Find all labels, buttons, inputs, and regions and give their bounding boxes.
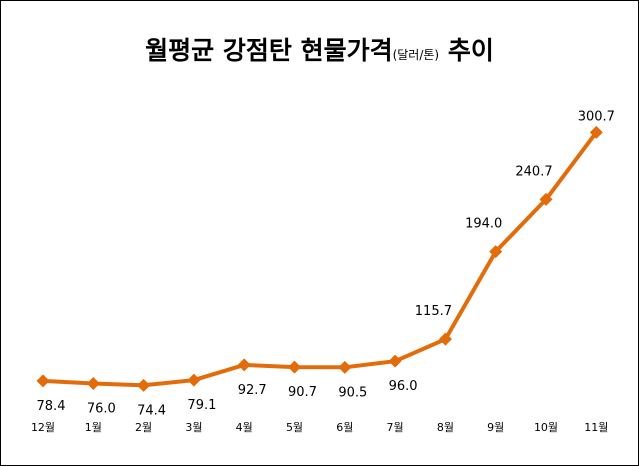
x-tick-label-2: 2월 xyxy=(135,421,152,434)
x-tick-label-4: 4월 xyxy=(236,421,253,434)
value-label-4: 92.7 xyxy=(238,383,267,398)
data-point-10 xyxy=(539,192,553,206)
chart-title-unit: (달러/톤) xyxy=(392,48,440,62)
x-tick-label-3: 3월 xyxy=(185,421,202,434)
x-tick-label-8: 8월 xyxy=(437,421,454,434)
value-label-2: 74.4 xyxy=(137,403,166,418)
data-point-0 xyxy=(36,374,50,388)
x-tick-label-5: 5월 xyxy=(286,421,303,434)
x-tick-label-10: 10월 xyxy=(534,421,558,434)
data-point-4 xyxy=(237,358,251,372)
value-label-0: 78.4 xyxy=(37,399,66,414)
value-label-7: 96.0 xyxy=(389,379,418,394)
data-point-1 xyxy=(86,377,100,391)
x-tick-label-1: 1월 xyxy=(85,421,102,434)
chart-title: 월평균 강점탄 현물가격(달러/톤) 추이 xyxy=(1,31,638,67)
value-label-8: 115.7 xyxy=(415,304,452,319)
data-point-5 xyxy=(288,360,301,374)
x-tick-label-0: 12월 xyxy=(31,421,55,434)
value-label-1: 76.0 xyxy=(87,402,116,417)
value-label-9: 194.0 xyxy=(465,217,502,232)
data-point-9 xyxy=(489,245,503,259)
value-label-5: 90.7 xyxy=(288,385,317,400)
chart-title-tail: 추이 xyxy=(447,36,494,65)
x-tick-label-6: 6월 xyxy=(336,421,353,434)
x-tick-label-7: 7월 xyxy=(387,421,404,434)
value-label-6: 90.5 xyxy=(338,385,367,400)
data-point-8 xyxy=(438,332,452,346)
value-label-3: 79.1 xyxy=(187,398,216,413)
data-point-2 xyxy=(137,378,151,392)
value-label-10: 240.7 xyxy=(515,164,552,179)
data-point-11 xyxy=(589,125,603,139)
series-line xyxy=(42,131,598,388)
data-point-3 xyxy=(187,373,201,387)
x-tick-label-11: 11월 xyxy=(584,421,608,434)
chart-title-main: 월평균 강점탄 현물가격 xyxy=(145,36,393,65)
value-label-11: 300.7 xyxy=(578,109,615,124)
data-point-6 xyxy=(338,360,352,374)
data-point-7 xyxy=(388,354,402,368)
x-tick-label-9: 9월 xyxy=(487,421,504,434)
